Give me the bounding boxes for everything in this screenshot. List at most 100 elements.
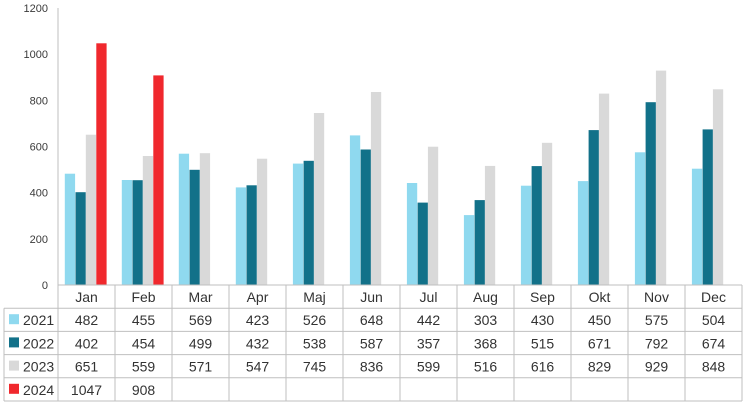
bar-2022-Jan — [75, 192, 86, 285]
bar-2021-Aug — [463, 215, 475, 285]
legend-label: 2024 — [23, 382, 54, 398]
bar-2023-Aug — [484, 165, 496, 285]
legend-swatch-2024 — [9, 383, 19, 394]
bar-2023-Sep — [541, 142, 553, 285]
y-tick-label: 600 — [30, 142, 48, 154]
table-cell-value: 674 — [702, 335, 726, 351]
bar-2024-Jan — [96, 43, 107, 285]
table-cell-value: 848 — [702, 359, 726, 375]
table-cell-value: 515 — [531, 335, 555, 351]
bar-2023-Mar — [199, 153, 211, 285]
table-cell-value: 571 — [189, 359, 213, 375]
bar-2024-Feb — [153, 75, 164, 286]
table-cell-value: 526 — [303, 312, 327, 328]
table-cell-value: 357 — [417, 335, 441, 351]
y-tick-label: 1000 — [24, 49, 48, 61]
table-cell-value: 929 — [645, 359, 669, 375]
y-tick-label: 200 — [30, 234, 48, 246]
bar-2022-Feb — [132, 180, 143, 285]
table-cell-value: 303 — [474, 312, 498, 328]
table-cell-value: 504 — [702, 312, 726, 328]
bar-2022-Nov — [645, 102, 656, 285]
category-label: Jan — [75, 289, 98, 305]
category-label: Sep — [530, 289, 555, 305]
bar-2022-Jun — [360, 149, 371, 285]
legend-swatch-2021 — [9, 314, 19, 325]
table-cell-value: 368 — [474, 335, 498, 351]
category-label: Feb — [131, 289, 155, 305]
table-cell-value: 538 — [303, 335, 327, 351]
table-cell-value: 651 — [75, 359, 99, 375]
table-cell-value: 423 — [246, 312, 270, 328]
table-cell-value: 402 — [75, 335, 99, 351]
bar-2022-Sep — [531, 166, 542, 285]
category-label: Nov — [644, 289, 669, 305]
bar-2023-Jan — [85, 134, 97, 285]
bar-2023-Dec — [712, 89, 724, 285]
table-cell-value: 547 — [246, 359, 270, 375]
y-tick-label: 800 — [30, 95, 48, 107]
table-cell-value: 792 — [645, 335, 669, 351]
category-label: Jun — [360, 289, 383, 305]
table-cell-value: 745 — [303, 359, 327, 375]
legend-swatch-2023 — [9, 360, 19, 371]
legend-swatch-2022 — [9, 337, 19, 348]
table-cell-value: 442 — [417, 312, 441, 328]
bar-2022-Okt — [588, 130, 599, 285]
y-tick-label: 0 — [42, 280, 48, 292]
category-label: Okt — [589, 289, 611, 305]
table-cell-value: 829 — [588, 359, 612, 375]
bar-2021-Dec — [691, 168, 703, 285]
table-cell-value: 482 — [75, 312, 99, 328]
category-label: Mar — [188, 289, 212, 305]
bar-2023-Feb — [142, 156, 154, 285]
bar-2021-Sep — [520, 185, 532, 285]
y-axis: 0 200 400 600 800 1000 1200 — [24, 3, 59, 292]
data-table: Jan Feb Mar Apr Maj Jun Jul Aug Sep Okt Nov Dec 2021… — [3, 284, 743, 402]
bar-2021-Maj — [292, 163, 304, 285]
table-cell-value: 516 — [474, 359, 498, 375]
category-label: Dec — [701, 289, 726, 305]
bar-2021-Apr — [235, 187, 247, 285]
table-cell-value: 575 — [645, 312, 669, 328]
bar-2021-Feb — [121, 180, 133, 285]
bar-2021-Jan — [64, 173, 76, 285]
table-cell-value: 671 — [588, 335, 612, 351]
bar-2022-Maj — [303, 160, 314, 285]
bar-2021-Jun — [349, 135, 361, 285]
bars — [64, 43, 724, 286]
table-cell-value: 908 — [132, 382, 156, 398]
bar-2022-Dec — [702, 129, 713, 285]
bar-2023-Nov — [655, 70, 667, 285]
bar-2021-Jul — [406, 183, 418, 285]
table-cell-value: 836 — [360, 359, 384, 375]
table-cell-value: 569 — [189, 312, 213, 328]
bar-2021-Nov — [634, 152, 646, 285]
table-cell-value: 587 — [360, 335, 384, 351]
y-tick-label: 400 — [30, 188, 48, 200]
category-label: Apr — [247, 289, 269, 305]
table-cell-value: 450 — [588, 312, 612, 328]
bar-2023-Jul — [427, 146, 439, 285]
bar-2022-Apr — [246, 185, 257, 285]
bar-2023-Apr — [256, 158, 268, 285]
category-label: Aug — [473, 289, 498, 305]
bar-2021-Okt — [577, 181, 589, 285]
bar-2022-Aug — [474, 200, 485, 285]
table-cell-value: 455 — [132, 312, 156, 328]
legend-label: 2022 — [23, 335, 54, 351]
bar-2023-Okt — [598, 93, 610, 285]
table-cell-value: 599 — [417, 359, 441, 375]
category-label: Maj — [303, 289, 326, 305]
bar-2022-Mar — [189, 169, 200, 285]
bar-2023-Jun — [370, 92, 382, 285]
legend-label: 2021 — [23, 312, 54, 328]
table-cell-value: 559 — [132, 359, 156, 375]
table-cell-value: 499 — [189, 335, 213, 351]
table-cell-value: 648 — [360, 312, 384, 328]
y-tick-label: 1200 — [24, 3, 48, 15]
table-cell-value: 616 — [531, 359, 555, 375]
table-cell-value: 1047 — [71, 382, 102, 398]
category-label: Jul — [420, 289, 438, 305]
